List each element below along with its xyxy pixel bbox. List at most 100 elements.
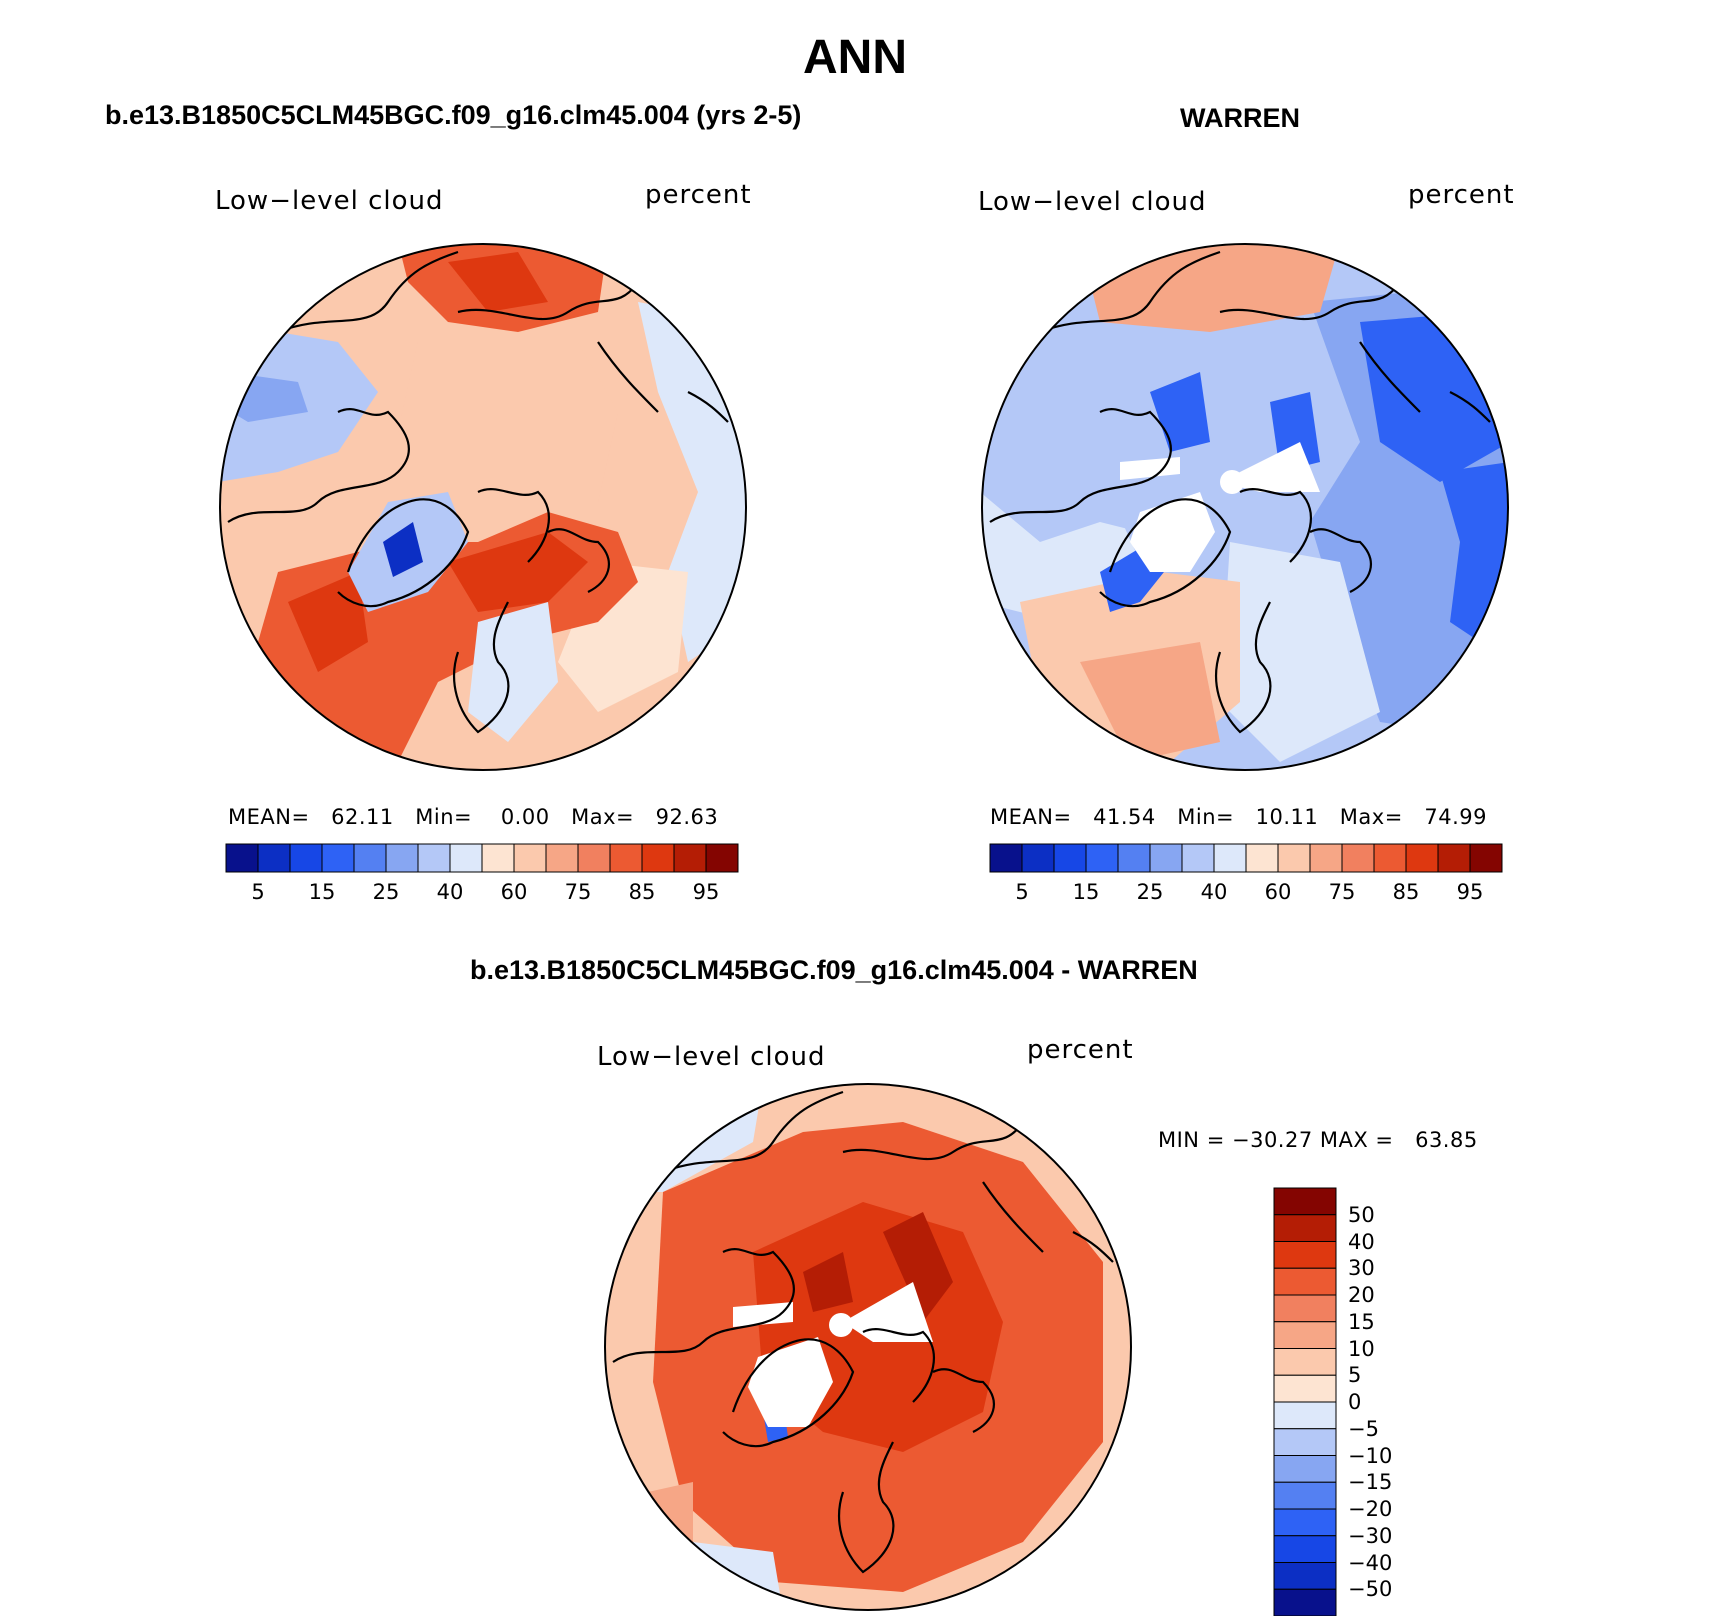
diff-colorbar-tick-label: 15	[1348, 1309, 1375, 1334]
diff-colorbar-tick-label: −10	[1348, 1443, 1393, 1468]
obs-colorbar-swatch	[1085, 843, 1119, 873]
diff-colorbar	[1273, 1187, 1337, 1616]
obs-colorbar-swatch	[1277, 843, 1311, 873]
model-colorbar-swatch	[385, 843, 419, 873]
diff-colorbar-tick-label: 30	[1348, 1256, 1375, 1281]
model-region-pale-arctic	[398, 342, 618, 532]
diff-colorbar-tick-label: −50	[1348, 1577, 1393, 1602]
obs-missing-wedge-north	[1220, 442, 1320, 492]
obs-colorbar-tick-label: 60	[1264, 880, 1292, 904]
diff-colorbar-swatch	[1273, 1241, 1337, 1269]
obs-mean-label: MEAN=	[990, 805, 1072, 829]
model-min-value: 0.00	[500, 805, 550, 829]
model-mean-label: MEAN=	[228, 805, 310, 829]
diff-panel-title: b.e13.B1850C5CLM45BGC.f09_g16.clm45.004 …	[470, 955, 1198, 985]
diff-variable-label: Low−level cloud	[597, 1042, 826, 1072]
diff-colorbar-swatch	[1273, 1374, 1337, 1403]
model-colorbar-swatch	[225, 843, 259, 873]
obs-coastline	[989, 250, 1491, 734]
model-variable-label: Low−level cloud	[215, 186, 444, 216]
diff-colorbar-tick-label: 0	[1348, 1390, 1362, 1414]
diff-colorbar-swatch	[1273, 1588, 1337, 1616]
obs-colorbar-swatch	[1405, 843, 1439, 873]
obs-colorbar-ticks: 5 15 25 40 60 75 85 95	[990, 880, 1502, 910]
diff-colorbar-swatch	[1273, 1214, 1337, 1242]
model-colorbar-ticks: 5 15 25 40 60 75 85 95	[226, 880, 738, 910]
model-region-scandinavia	[468, 602, 558, 742]
model-colorbar-swatch	[513, 843, 547, 873]
diff-colorbar-tick-label: −5	[1348, 1416, 1379, 1441]
obs-colorbar-tick-label: 40	[1200, 880, 1228, 904]
obs-colorbar-swatch	[1469, 843, 1503, 873]
obs-colorbar-tick-label: 95	[1456, 880, 1484, 904]
model-polar-map	[219, 243, 747, 771]
obs-min-value: 10.11	[1255, 805, 1319, 829]
obs-stats: MEAN= 41.54 Min= 10.11 Max= 74.99	[990, 805, 1487, 829]
model-min-label: Min=	[415, 805, 473, 829]
model-colorbar-tick-label: 85	[628, 880, 656, 904]
diff-colorbar-tick-label: −20	[1348, 1497, 1393, 1521]
model-colorbar-tick-label: 15	[308, 880, 336, 904]
model-colorbar-swatch	[673, 843, 707, 873]
obs-colorbar-swatch	[1213, 843, 1247, 873]
diff-colorbar-tick-label: −15	[1348, 1470, 1393, 1495]
obs-colorbar-swatch	[989, 843, 1023, 873]
figure-title: ANN	[803, 31, 907, 84]
diff-colorbar-swatch	[1273, 1294, 1337, 1323]
diff-colorbar-tick-label: 40	[1348, 1229, 1375, 1254]
diff-units-label: percent	[1027, 1035, 1134, 1065]
model-region-deep-north	[448, 252, 548, 312]
model-max-value: 92.63	[655, 805, 719, 829]
diff-colorbar-tick-label: 50	[1348, 1202, 1375, 1227]
diff-colorbar-ticks: 50 40 30 20 15 10 5 0 −5 −10 −15 −20 −30 −40 −50	[1348, 1188, 1428, 1616]
model-colorbar-swatch	[353, 843, 387, 873]
model-colorbar-tick-label: 25	[372, 880, 400, 904]
model-colorbar-swatch	[609, 843, 643, 873]
obs-missing-pole	[1220, 470, 1244, 494]
diff-region-pale-sw	[605, 1482, 693, 1610]
diff-missing-pole	[829, 1313, 853, 1337]
diff-missing-greenland	[748, 1337, 833, 1427]
diff-region-darkest-c	[803, 1252, 853, 1312]
obs-mean-value: 41.54	[1093, 805, 1156, 829]
obs-polar-map	[981, 243, 1509, 771]
model-colorbar-swatch	[321, 843, 355, 873]
model-colorbar-swatch	[641, 843, 675, 873]
obs-panel-title: WARREN	[1180, 103, 1300, 133]
obs-colorbar-tick-label: 15	[1072, 880, 1100, 904]
obs-min-label: Min=	[1177, 805, 1235, 829]
diff-missing-wedge-north	[843, 1282, 933, 1342]
obs-colorbar-swatch	[1053, 843, 1087, 873]
model-colorbar-tick-label: 75	[564, 880, 592, 904]
obs-colorbar-swatch	[1437, 843, 1471, 873]
obs-colorbar-swatch	[1117, 843, 1151, 873]
diff-colorbar-swatch	[1273, 1321, 1337, 1349]
obs-colorbar-tick-label: 25	[1136, 880, 1164, 904]
model-colorbar-swatch	[545, 843, 579, 873]
diff-missing-strip	[733, 1302, 793, 1327]
model-colorbar-swatch	[257, 843, 291, 873]
obs-colorbar-swatch	[1341, 843, 1375, 873]
obs-colorbar	[989, 843, 1503, 873]
obs-colorbar-tick-label: 85	[1392, 880, 1420, 904]
model-colorbar-tick-label: 40	[436, 880, 464, 904]
obs-variable-label: Low−level cloud	[978, 187, 1207, 217]
diff-colorbar-swatch	[1273, 1508, 1337, 1537]
diff-colorbar-swatch	[1273, 1267, 1337, 1296]
diff-region-darkest-ne	[883, 1212, 953, 1322]
obs-max-label: Max=	[1339, 805, 1403, 829]
diff-region-cool-light-s	[683, 1542, 783, 1610]
model-colorbar	[225, 843, 739, 873]
diff-colorbar-swatch	[1273, 1401, 1337, 1430]
obs-colorbar-swatch	[1021, 843, 1055, 873]
model-coastline	[227, 250, 729, 734]
model-colorbar-swatch	[289, 843, 323, 873]
diff-colorbar-tick-label: 10	[1348, 1336, 1375, 1361]
obs-colorbar-tick-label: 5	[1015, 880, 1029, 904]
model-mean-value: 62.11	[331, 805, 394, 829]
obs-colorbar-swatch	[1373, 843, 1407, 873]
model-colorbar-swatch	[577, 843, 611, 873]
diff-max-value: 63.85	[1415, 1128, 1478, 1152]
diff-stats: MIN = −30.27 MAX = 63.85	[1158, 1128, 1478, 1152]
model-colorbar-tick-label: 95	[692, 880, 720, 904]
